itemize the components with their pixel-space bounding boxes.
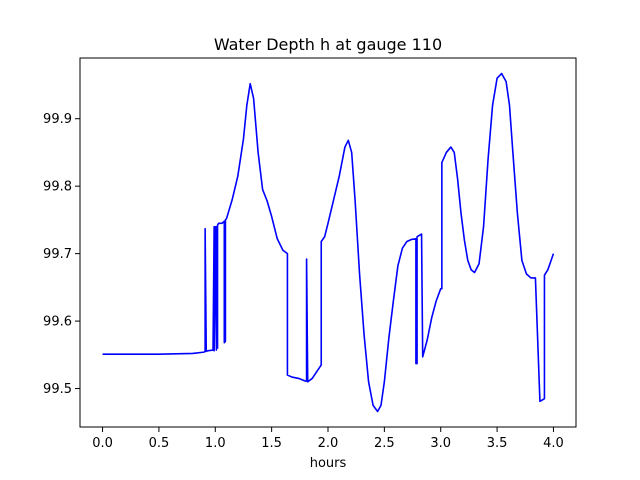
y-tick-label: 99.5 — [43, 382, 72, 397]
y-tick-label: 99.7 — [43, 247, 72, 262]
x-tick-label: 2.0 — [318, 436, 339, 451]
y-axis: 99.5 99.6 99.7 99.8 99.9 — [43, 112, 80, 397]
x-tick-label: 0.0 — [92, 436, 113, 451]
x-tick-label: 3.0 — [430, 436, 451, 451]
x-tick-label: 1.5 — [261, 436, 282, 451]
series-layer — [102, 72, 555, 413]
x-tick-label: 3.5 — [487, 436, 508, 451]
x-tick-label: 1.0 — [205, 436, 226, 451]
series-line — [102, 72, 555, 413]
x-axis-label: hours — [310, 456, 347, 471]
x-tick-label: 0.5 — [149, 436, 170, 451]
y-tick-label: 99.6 — [43, 315, 72, 330]
y-tick-label: 99.8 — [43, 180, 72, 195]
chart-title: Water Depth h at gauge 110 — [214, 35, 442, 54]
y-tick-label: 99.9 — [43, 112, 72, 127]
x-axis: 0.0 0.5 1.0 1.5 2.0 2.5 3.0 3.5 4.0 — [92, 427, 564, 451]
x-tick-label: 4.0 — [543, 436, 564, 451]
x-tick-label: 2.5 — [374, 436, 395, 451]
